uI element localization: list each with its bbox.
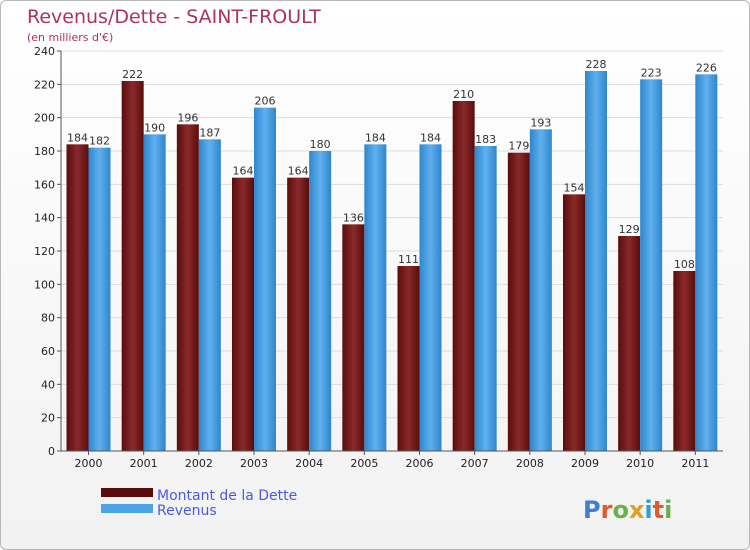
bar-revenus bbox=[198, 139, 221, 452]
value-label: 129 bbox=[619, 223, 640, 236]
bar-revenus bbox=[88, 147, 111, 451]
y-tick-label: 120 bbox=[34, 245, 55, 258]
legend-label-revenus: Revenus bbox=[157, 503, 217, 519]
bar-revenus bbox=[143, 134, 166, 452]
value-label: 196 bbox=[177, 111, 198, 124]
y-tick-label: 200 bbox=[34, 112, 55, 125]
value-labels: 184 1822221901961871642061641801361841111… bbox=[67, 58, 717, 271]
x-tick-label: 2007 bbox=[461, 457, 489, 470]
bar-debt bbox=[563, 194, 585, 452]
value-label: 184 bbox=[67, 131, 88, 144]
bar-debt bbox=[287, 177, 310, 451]
value-label: 223 bbox=[641, 66, 662, 79]
bar-debt bbox=[66, 144, 89, 452]
bar-debt bbox=[452, 101, 475, 451]
chart-subtitle: (en milliers d'€) bbox=[27, 31, 113, 44]
value-label: 136 bbox=[343, 211, 364, 224]
y-tick-label: 140 bbox=[34, 212, 55, 225]
y-tick-label: 80 bbox=[41, 312, 55, 325]
bar-revenus bbox=[640, 79, 663, 451]
x-tick-label: 2002 bbox=[185, 457, 213, 470]
bar-debt bbox=[342, 224, 365, 451]
bars bbox=[66, 71, 718, 452]
proxiti-logo: Proxiti bbox=[583, 496, 672, 524]
grid-lines bbox=[61, 50, 723, 452]
x-tick-label: 2000 bbox=[75, 457, 103, 470]
bar-revenus bbox=[529, 129, 552, 452]
bar-debt bbox=[176, 124, 199, 451]
y-tick-label: 0 bbox=[48, 445, 55, 458]
value-label: 226 bbox=[696, 61, 717, 74]
proxiti-logo-text: Proxiti bbox=[583, 496, 672, 524]
bar-debt bbox=[121, 81, 144, 451]
x-tick-label: 2006 bbox=[406, 457, 434, 470]
value-label: 154 bbox=[564, 181, 585, 194]
bar-revenus bbox=[695, 74, 718, 451]
bar-debt bbox=[673, 271, 696, 451]
legend: Montant de la Dette Revenus bbox=[101, 488, 297, 519]
x-tick-label: 2005 bbox=[350, 457, 378, 470]
bar-revenus bbox=[474, 146, 497, 451]
x-tick-label: 2003 bbox=[240, 457, 268, 470]
y-tick-label: 240 bbox=[34, 45, 55, 58]
x-axis: 2000 2001 2002 2003 2004 2005 2006 2007 2008 2009… bbox=[61, 450, 723, 470]
x-tick-label: 2011 bbox=[681, 457, 709, 470]
value-label: 184 bbox=[420, 131, 441, 144]
bar-revenus bbox=[585, 71, 607, 451]
y-tick-label: 40 bbox=[41, 378, 55, 391]
x-tick-label: 2009 bbox=[571, 457, 599, 470]
y-tick-label: 100 bbox=[34, 278, 55, 291]
value-label: 184 bbox=[365, 131, 386, 144]
bar-revenus bbox=[364, 144, 387, 452]
value-label: 180 bbox=[310, 138, 331, 151]
value-label: 190 bbox=[144, 121, 165, 134]
bar-revenus bbox=[309, 151, 332, 451]
value-label: 222 bbox=[122, 68, 143, 81]
x-tick-label: 2001 bbox=[130, 457, 158, 470]
x-tick-label: 2008 bbox=[516, 457, 544, 470]
value-label: 182 bbox=[89, 135, 110, 148]
bar-debt bbox=[618, 236, 641, 451]
chart-title: Revenus/Dette - SAINT-FROULT bbox=[27, 6, 321, 28]
legend-label-debt: Montant de la Dette bbox=[157, 488, 297, 504]
value-label: 187 bbox=[199, 126, 220, 139]
y-tick-label: 60 bbox=[41, 345, 55, 358]
bar-revenus bbox=[254, 107, 276, 452]
value-label: 206 bbox=[255, 95, 276, 108]
value-label: 164 bbox=[288, 165, 309, 178]
y-tick-label: 160 bbox=[34, 178, 55, 191]
y-tick-label: 20 bbox=[41, 412, 55, 425]
bar-debt bbox=[232, 177, 254, 451]
x-tick-label: 2010 bbox=[626, 457, 654, 470]
value-label: 179 bbox=[508, 140, 529, 153]
x-tick-label: 2004 bbox=[295, 457, 323, 470]
y-axis: 0 20 40 60 80 100 120 140 160 180 200 220 240 bbox=[34, 45, 62, 458]
bar-debt bbox=[397, 266, 420, 451]
value-label: 164 bbox=[233, 165, 254, 178]
value-label: 111 bbox=[398, 253, 419, 266]
bar-revenus bbox=[419, 144, 442, 452]
value-label: 183 bbox=[475, 133, 496, 146]
value-label: 210 bbox=[453, 88, 474, 101]
bar-debt bbox=[507, 152, 530, 451]
value-label: 108 bbox=[674, 258, 695, 271]
y-tick-label: 220 bbox=[34, 78, 55, 91]
legend-swatch-debt bbox=[101, 488, 153, 497]
legend-swatch-revenus bbox=[101, 504, 153, 513]
y-tick-label: 180 bbox=[34, 145, 55, 158]
value-label: 228 bbox=[586, 58, 607, 71]
value-label: 193 bbox=[530, 116, 551, 129]
